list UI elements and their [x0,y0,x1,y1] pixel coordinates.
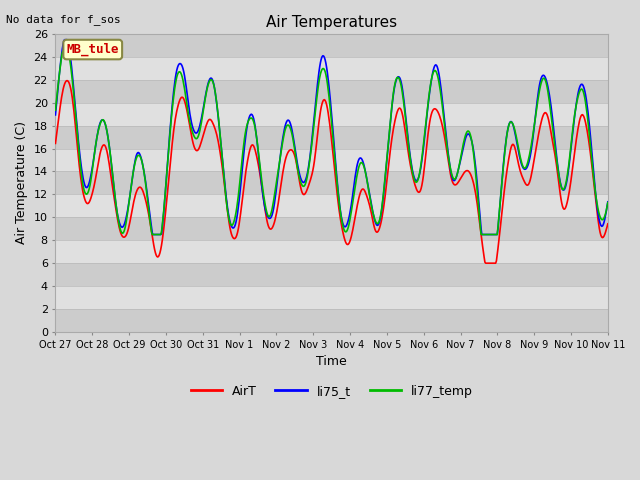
li77_temp [60,48,67,54]
Text: No data for f_sos: No data for f_sos [6,14,121,25]
li75_t [205,78,213,84]
Bar [56,149,608,171]
Bar [56,103,608,126]
li77_temp [604,200,612,205]
li77_temp [417,166,424,171]
li77_temp [119,230,127,236]
AirT [175,99,183,105]
Bar [56,171,608,194]
li75_t [149,232,157,238]
Bar [56,240,608,263]
AirT [63,78,71,84]
li75_t [119,224,127,229]
li75_t [176,60,184,66]
li77_temp [52,108,60,113]
li75_t [417,168,424,173]
Bar [56,217,608,240]
Y-axis label: Air Temperature (C): Air Temperature (C) [15,121,28,244]
Bar [56,286,608,309]
li75_t [604,199,612,204]
Line: li75_t: li75_t [56,40,608,235]
AirT [416,189,424,195]
Bar [56,80,608,103]
AirT [52,141,60,146]
Bar [56,309,608,332]
AirT [61,79,69,85]
AirT [482,260,490,266]
Bar [56,57,608,80]
AirT [399,117,407,122]
Bar [56,263,608,286]
X-axis label: Time: Time [316,355,347,368]
Title: Air Temperatures: Air Temperatures [266,15,397,30]
li77_temp [401,104,408,110]
li77_temp [148,232,156,238]
AirT [119,234,127,240]
Line: AirT: AirT [56,81,608,263]
li75_t [62,37,70,43]
Bar [56,126,608,149]
Bar [56,34,608,57]
li75_t [52,112,60,118]
li77_temp [205,79,213,85]
li77_temp [62,48,70,54]
Legend: AirT, li75_t, li77_temp: AirT, li75_t, li77_temp [186,380,477,403]
AirT [604,221,612,227]
Bar [56,194,608,217]
li75_t [61,37,68,43]
AirT [205,118,212,123]
li77_temp [176,69,184,75]
li75_t [401,100,408,106]
Line: li77_temp: li77_temp [56,51,608,235]
Text: MB_tule: MB_tule [67,43,119,56]
